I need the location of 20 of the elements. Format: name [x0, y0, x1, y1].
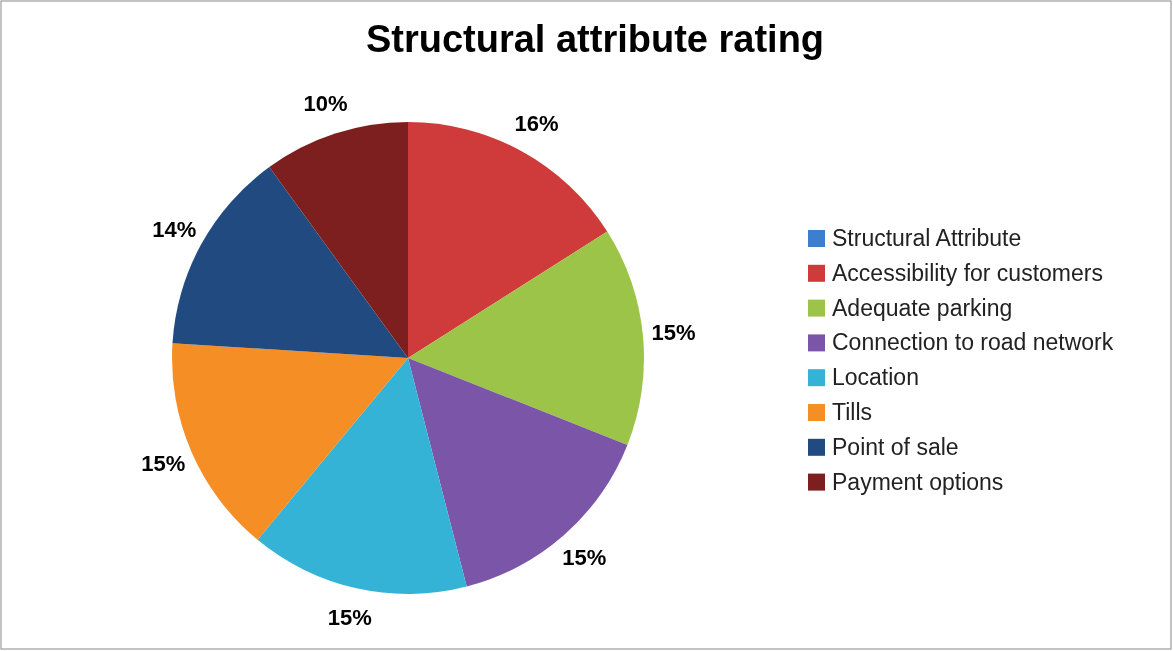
pie-slice	[408, 358, 628, 587]
data-label: 15%	[327, 605, 372, 631]
data-label: 14%	[152, 216, 197, 242]
legend-label: Tills	[832, 399, 873, 425]
data-label: 16%	[514, 111, 559, 137]
data-label: 15%	[651, 319, 696, 345]
legend-label: Adequate parking	[832, 294, 1013, 321]
legend-label: Structural Attribute	[832, 225, 1022, 251]
chart-title: Structural attribute rating	[365, 18, 825, 60]
data-label: 15%	[141, 450, 186, 476]
data-label: 10%	[303, 91, 348, 117]
legend-label: Connection to road network	[832, 329, 1114, 356]
pie-slice	[269, 122, 408, 358]
legend-label: Accessibility for customers	[832, 259, 1103, 286]
data-label: 15%	[562, 545, 607, 571]
pie-slice	[257, 358, 467, 594]
legend-label: Point of sale	[832, 433, 959, 460]
pie-slice	[408, 231, 644, 445]
legend-label: Location	[832, 364, 919, 391]
legend-label: Payment options	[832, 468, 1004, 495]
